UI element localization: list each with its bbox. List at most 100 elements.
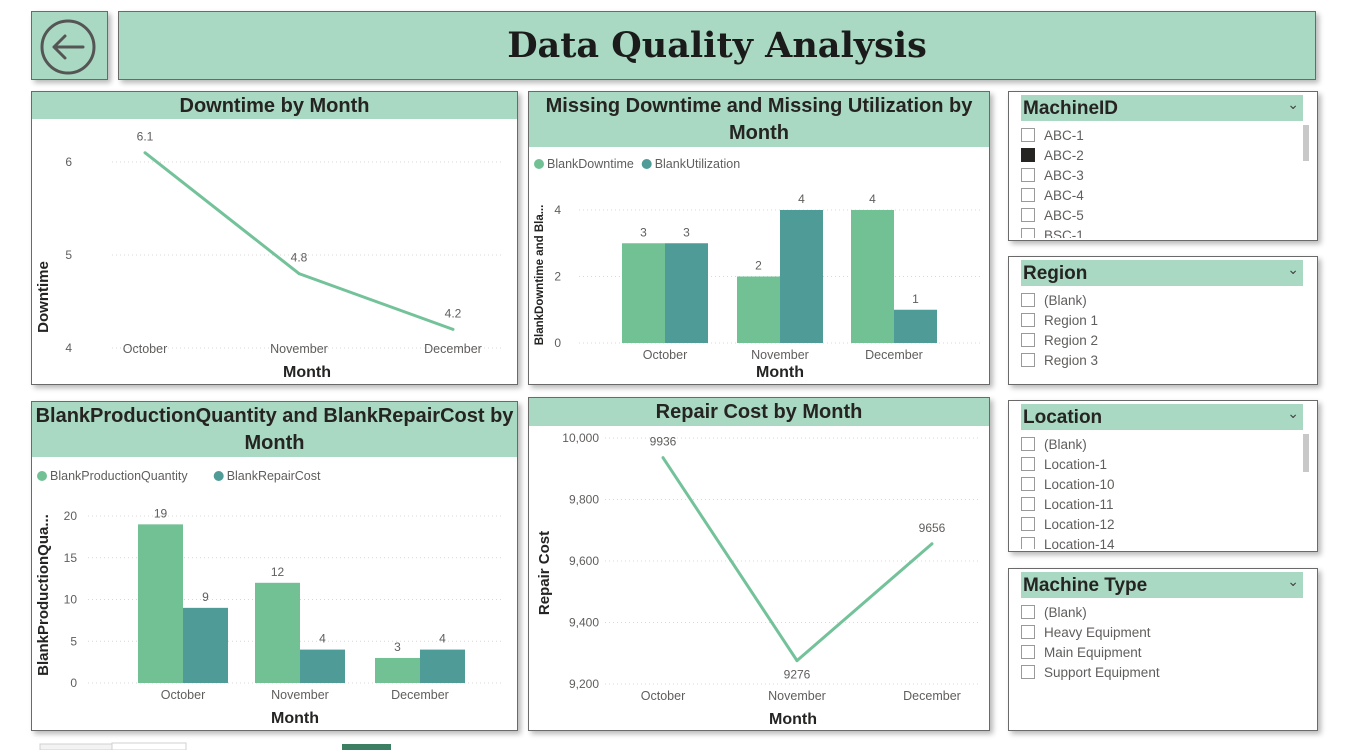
bar xyxy=(851,210,894,343)
y-tick-label: 20 xyxy=(64,509,78,523)
slicer-option[interactable]: Location-10 xyxy=(1021,474,1303,494)
x-tick-label: November xyxy=(270,342,328,356)
data-point xyxy=(143,151,147,155)
chart-downtime-by-month[interactable]: 4 5 6 October November December Month Downtime 6… xyxy=(31,91,518,385)
y-axis-title: BlankProductionQua... xyxy=(35,514,52,676)
chart-blank-production-repair[interactable]: 0 5 10 15 20 October November December Month Blan… xyxy=(31,401,518,731)
slicer-option[interactable]: Region 2 xyxy=(1021,330,1303,350)
slicer-header[interactable]: Location ⌄ xyxy=(1021,404,1303,430)
legend-marker xyxy=(534,159,544,169)
slicer-header[interactable]: Region ⌄ xyxy=(1021,260,1303,286)
checkbox[interactable] xyxy=(1021,477,1035,491)
checkbox[interactable] xyxy=(1021,128,1035,142)
chart-missing-downtime-utilization[interactable]: 0 2 4 October November December Month BlankDown… xyxy=(528,91,990,385)
chevron-down-icon[interactable]: ⌄ xyxy=(1287,262,1299,278)
slicer-option[interactable]: (Blank) xyxy=(1021,602,1303,622)
slicer-option[interactable]: Region 1 xyxy=(1021,310,1303,330)
data-label: 9 xyxy=(202,590,209,604)
checkbox[interactable] xyxy=(1021,625,1035,639)
checkbox[interactable] xyxy=(1021,293,1035,307)
data-label: 1 xyxy=(912,292,919,306)
slicer-option-label: ABC-3 xyxy=(1044,167,1084,183)
slicer-option[interactable]: ABC-3 xyxy=(1021,165,1303,185)
slicer-option-label: Location-14 xyxy=(1044,536,1115,550)
slicer-option-label: ABC-4 xyxy=(1044,187,1084,203)
bar xyxy=(420,649,465,683)
back-button[interactable] xyxy=(31,11,108,80)
data-label: 3 xyxy=(394,640,401,654)
slicer-option[interactable]: Location-1 xyxy=(1021,454,1303,474)
slicer-option-label: Location-11 xyxy=(1044,496,1114,512)
slicer-option[interactable]: (Blank) xyxy=(1021,290,1303,310)
y-tick-label: 9,200 xyxy=(569,677,599,691)
slicer-location[interactable]: Location ⌄ (Blank) Location-1 Location-10 L… xyxy=(1008,400,1318,552)
slicer-option-label: (Blank) xyxy=(1044,292,1087,308)
slicer-machineid[interactable]: MachineID ⌄ ABC-1 ABC-2 ABC-3 ABC-4 ABC-5 BSC… xyxy=(1008,91,1318,241)
slicer-machine-type[interactable]: Machine Type ⌄ (Blank) Heavy Equipment Mai… xyxy=(1008,568,1318,731)
slicer-option[interactable]: Region 3 xyxy=(1021,350,1303,370)
slicer-option-label: Main Equipment xyxy=(1044,644,1142,660)
chevron-down-icon[interactable]: ⌄ xyxy=(1287,97,1299,113)
checkbox[interactable] xyxy=(1021,333,1035,347)
legend-label: BlankRepairCost xyxy=(227,469,321,483)
slicer-option[interactable]: Location-11 xyxy=(1021,494,1303,514)
y-tick-label: 4 xyxy=(554,203,561,217)
slicer-option[interactable]: Location-12 xyxy=(1021,514,1303,534)
data-label: 2 xyxy=(755,259,762,273)
checkbox[interactable] xyxy=(1021,517,1035,531)
x-axis-title: Month xyxy=(271,710,319,727)
checkbox[interactable] xyxy=(1021,605,1035,619)
x-tick-label: November xyxy=(271,688,329,702)
slicer-option[interactable]: ABC-5 xyxy=(1021,205,1303,225)
back-arrow-icon xyxy=(40,19,96,75)
data-point xyxy=(297,272,301,276)
slicer-header[interactable]: MachineID ⌄ xyxy=(1021,95,1303,121)
checkbox[interactable] xyxy=(1021,645,1035,659)
chart-canvas: 0 5 10 15 20 October November December Month Blan… xyxy=(35,469,502,727)
slicer-option[interactable]: ABC-2 xyxy=(1021,145,1303,165)
slicer-option[interactable]: (Blank) xyxy=(1021,434,1303,454)
checkbox[interactable] xyxy=(1021,497,1035,511)
scrollbar-thumb[interactable] xyxy=(1303,125,1309,161)
checkbox[interactable] xyxy=(1021,353,1035,367)
checkbox[interactable] xyxy=(1021,665,1035,679)
slicer-option-label: Heavy Equipment xyxy=(1044,624,1151,640)
y-tick-label: 2 xyxy=(554,270,561,284)
slicer-option[interactable]: ABC-4 xyxy=(1021,185,1303,205)
page-title-banner: Data Quality Analysis xyxy=(118,11,1316,80)
slicer-title: Machine Type xyxy=(1023,575,1148,596)
checkbox[interactable] xyxy=(1021,457,1035,471)
scrollbar-thumb[interactable] xyxy=(1303,434,1309,472)
slicer-region[interactable]: Region ⌄ (Blank) Region 1 Region 2 Region 3 xyxy=(1008,256,1318,385)
slicer-header[interactable]: Machine Type ⌄ xyxy=(1021,572,1303,598)
checkbox[interactable] xyxy=(1021,188,1035,202)
checkbox[interactable] xyxy=(1021,208,1035,222)
data-label: 9936 xyxy=(650,435,677,449)
y-tick-label: 4 xyxy=(65,341,72,355)
chart-repair-cost-by-month[interactable]: 9,200 9,400 9,600 9,800 10,000 October Novembe… xyxy=(528,397,990,731)
slicer-option[interactable]: ABC-1 xyxy=(1021,125,1303,145)
chevron-down-icon[interactable]: ⌄ xyxy=(1287,406,1299,422)
checkbox[interactable] xyxy=(1021,228,1035,238)
data-point xyxy=(661,456,665,460)
checkbox[interactable] xyxy=(1021,148,1035,162)
slicer-option[interactable]: BSC-1 xyxy=(1021,225,1303,238)
slicer-option-label: (Blank) xyxy=(1044,604,1087,620)
slicer-option[interactable]: Support Equipment xyxy=(1021,662,1303,682)
checkbox[interactable] xyxy=(1021,168,1035,182)
chart-title: BlankProductionQuantity and BlankRepairC… xyxy=(32,402,517,457)
slicer-option[interactable]: Heavy Equipment xyxy=(1021,622,1303,642)
slicer-option[interactable]: Location-14 xyxy=(1021,534,1303,549)
checkbox[interactable] xyxy=(1021,313,1035,327)
slicer-option-label: Region 1 xyxy=(1044,312,1099,328)
chevron-down-icon[interactable]: ⌄ xyxy=(1287,574,1299,590)
slicer-option[interactable]: Main Equipment xyxy=(1021,642,1303,662)
legend-label: BlankUtilization xyxy=(655,157,741,171)
data-label: 4 xyxy=(319,632,326,646)
checkbox[interactable] xyxy=(1021,537,1035,549)
data-label: 3 xyxy=(640,225,647,239)
checkbox[interactable] xyxy=(1021,437,1035,451)
data-label: 4 xyxy=(869,192,876,206)
chart-canvas: 9,200 9,400 9,600 9,800 10,000 October Novembe… xyxy=(536,431,981,728)
data-point xyxy=(930,542,934,546)
